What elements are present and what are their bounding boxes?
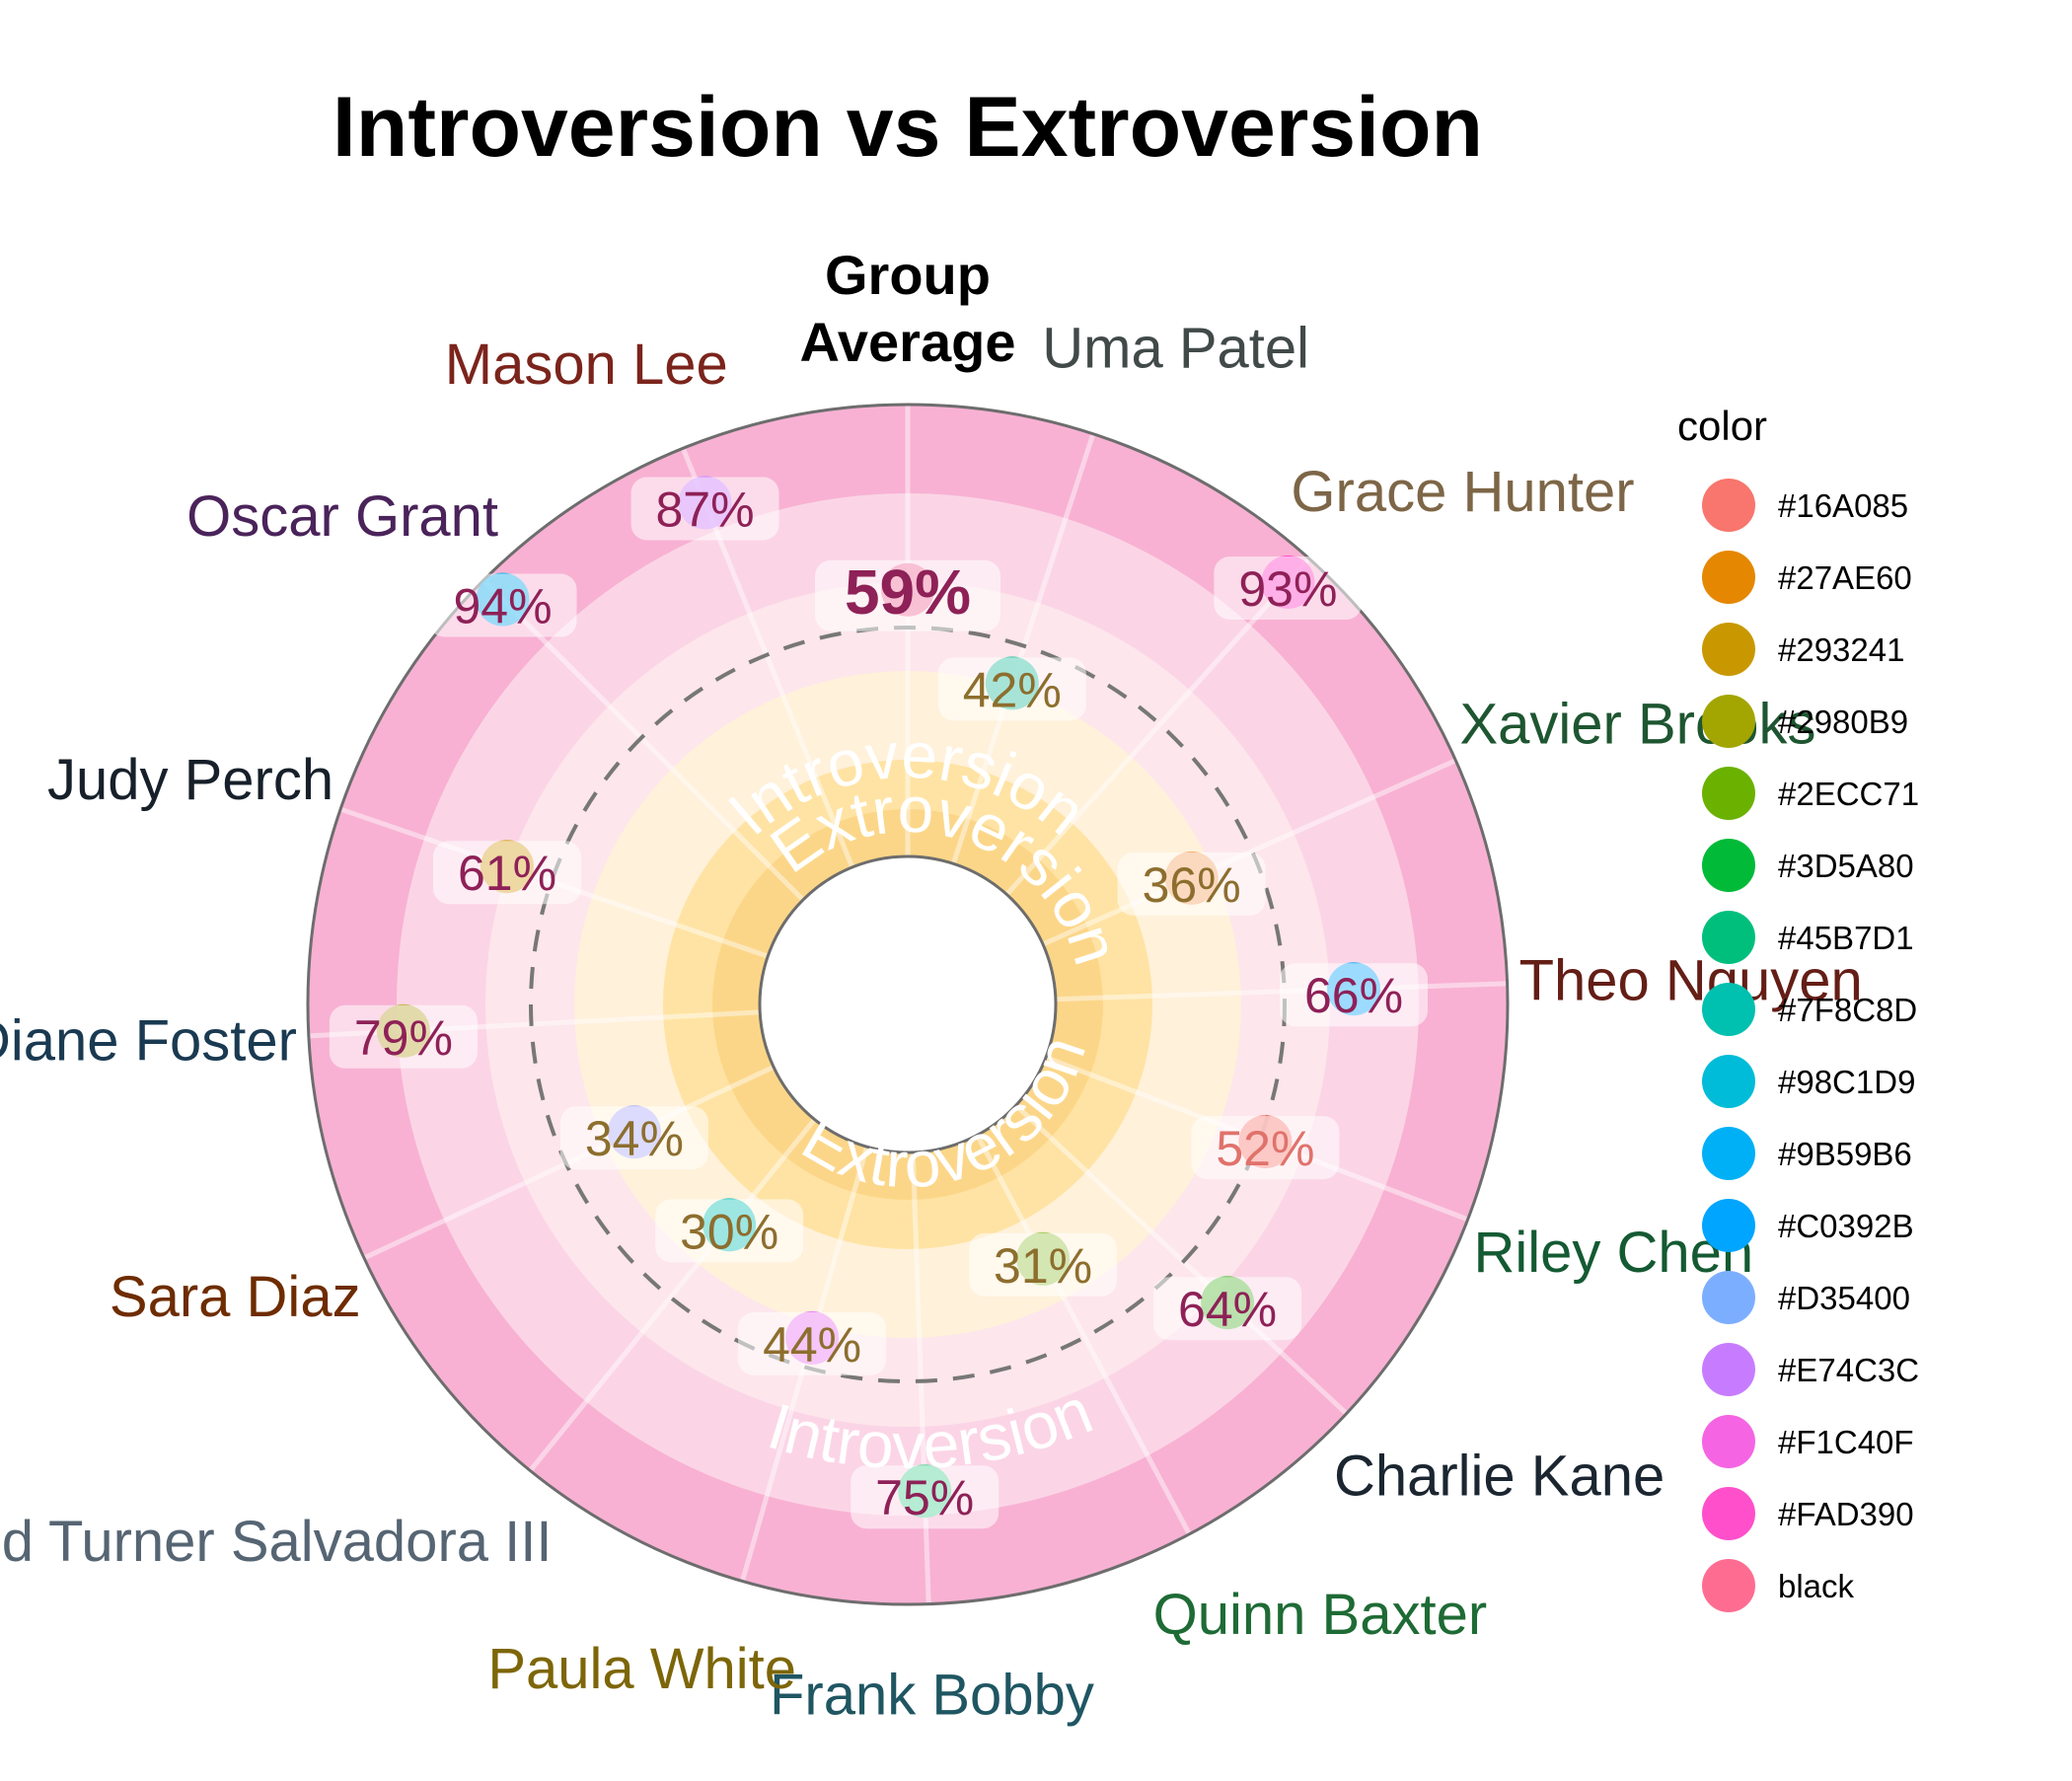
legend-swatch: [1702, 551, 1755, 604]
legend-label: #E74C3C: [1778, 1352, 1919, 1388]
group-average-value-label: 59%: [845, 557, 971, 628]
participant-name: Grace Hunter: [1291, 460, 1634, 524]
legend-label: #D35400: [1778, 1280, 1910, 1316]
spoke-line: [910, 1151, 931, 1604]
legend-swatch: [1702, 1127, 1755, 1180]
legend-label: #9B59B6: [1778, 1136, 1912, 1172]
participant-value-label: 34%: [585, 1111, 684, 1166]
participant-name: Quinn Baxter: [1153, 1583, 1488, 1647]
participant-name: Xavier Brooks: [1459, 692, 1815, 756]
participant-label-box: [1214, 556, 1363, 620]
spoke-line: [1013, 1103, 1349, 1416]
participant-label-box: [738, 1311, 887, 1375]
participant-value-label: 87%: [656, 482, 755, 537]
legend-label: #293241: [1778, 631, 1904, 668]
legend-swatch: [1702, 1415, 1755, 1468]
participant-value-label: 79%: [354, 1010, 453, 1066]
legend-swatch: [1702, 1487, 1755, 1540]
legend-swatch: [1702, 1199, 1755, 1252]
participant-name: Charlie Kane: [1334, 1444, 1665, 1508]
participant-name: Uma Patel: [1042, 316, 1309, 380]
participant-label-box: [1153, 1277, 1302, 1341]
legend-label: #16A085: [1778, 487, 1908, 524]
participant-label-box: [433, 841, 582, 905]
participant-names: Uma Patel Grace Hunter Xavier Brooks Theo N…: [0, 316, 1863, 1727]
legend-swatch: [1702, 1271, 1755, 1324]
data-points: 59% 42% 93% 36% 66% 52% 64% 31% 75% 44% 30% 34% 79% 6…: [329, 476, 1429, 1529]
participant-name: Paula White: [487, 1637, 796, 1701]
legend-swatch: [1702, 983, 1755, 1036]
participant-value-label: 31%: [994, 1238, 1092, 1294]
legend-swatch: [1702, 623, 1755, 676]
legend-label: #C0392B: [1778, 1208, 1914, 1244]
participant-name: Diane Foster: [0, 1009, 297, 1074]
legend-label: black: [1778, 1568, 1855, 1604]
legend-swatch: [1702, 767, 1755, 820]
participant-name: Sara Diaz: [110, 1265, 361, 1329]
participant-value-label: 42%: [963, 662, 1062, 717]
participant-value-label: 36%: [1143, 857, 1241, 913]
participant-label-box: [1191, 1116, 1340, 1180]
participant-value-label: 44%: [763, 1317, 861, 1373]
legend-swatch: [1702, 1343, 1755, 1396]
participant-value-label: 52%: [1216, 1121, 1314, 1176]
legend-label: #2ECC71: [1778, 776, 1919, 812]
chart-title: Introversion vs Extroversion: [333, 80, 1483, 175]
legend-swatch: [1702, 839, 1755, 892]
participant-value-label: 30%: [680, 1204, 778, 1259]
legend-swatch: [1702, 911, 1755, 964]
legend-label: #2980B9: [1778, 704, 1908, 740]
participant-label-box: [559, 1106, 708, 1170]
participant-name: Theo Nguyen: [1519, 949, 1863, 1013]
participant-label-box: [1117, 852, 1266, 916]
center-hole: [758, 854, 1058, 1154]
participant-value-label: 94%: [453, 579, 552, 634]
spoke-line: [950, 432, 1096, 865]
group-average-label-box: [815, 559, 1000, 631]
participant-label-box: [630, 477, 779, 541]
legend-title: color: [1677, 403, 1767, 449]
participant-value-label: 64%: [1178, 1282, 1277, 1337]
participant-label-box: [655, 1199, 804, 1263]
participant-value-label: 75%: [875, 1470, 974, 1525]
legend-label: #F1C40F: [1778, 1424, 1914, 1460]
participant-label-box: [1280, 963, 1429, 1027]
participant-label-box: [329, 1004, 478, 1069]
participant-label-box: [937, 657, 1086, 721]
participant-name: Mason Lee: [445, 333, 728, 397]
legend-label: #3D5A80: [1778, 848, 1914, 884]
legend-label: #98C1D9: [1778, 1064, 1915, 1100]
legend-swatch: [1702, 695, 1755, 748]
legend-label: #45B7D1: [1778, 920, 1914, 956]
participant-value-label: 66%: [1304, 968, 1403, 1023]
participant-name: Oscar Grant: [186, 484, 498, 549]
spoke-line: [975, 1134, 1192, 1536]
legend-label: #FAD390: [1778, 1496, 1914, 1532]
participant-label-box: [969, 1232, 1118, 1297]
participant-value-label: 93%: [1238, 561, 1337, 617]
chart-outline: [306, 403, 1510, 1606]
participant-name: Judy Perch: [47, 748, 333, 812]
group-average-label-line1: Group: [825, 244, 991, 306]
participant-label-box: [428, 573, 577, 637]
spoke-line: [528, 1117, 817, 1473]
legend-swatch: [1702, 1055, 1755, 1108]
legend-label: #27AE60: [1778, 559, 1912, 596]
participant-name: Reginald Turner Salvadora III: [0, 1510, 552, 1574]
legend: color #16A085 #27AE60 #293241 #2980B9 #2ECC7…: [1677, 403, 1919, 1612]
legend-swatch: [1702, 1559, 1755, 1612]
legend-label: #7F8C8D: [1778, 992, 1917, 1028]
legend-swatch: [1702, 479, 1755, 532]
participant-label-box: [851, 1465, 999, 1529]
spoke-line: [1042, 758, 1457, 947]
participant-name: Frank Bobby: [770, 1664, 1094, 1728]
group-average-label-line2: Average: [800, 311, 1016, 373]
participant-value-label: 61%: [458, 846, 556, 901]
